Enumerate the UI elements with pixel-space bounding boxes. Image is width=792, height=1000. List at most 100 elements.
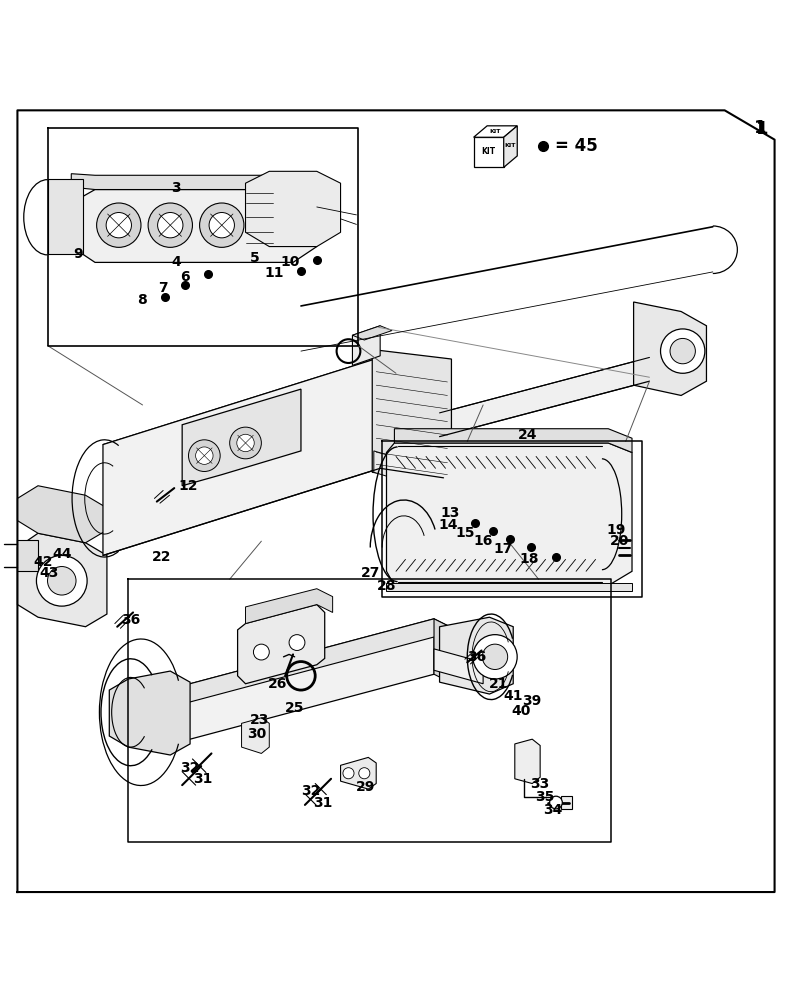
Circle shape: [196, 447, 213, 464]
Polygon shape: [372, 350, 451, 483]
Polygon shape: [474, 126, 517, 137]
Circle shape: [148, 203, 192, 247]
Circle shape: [289, 635, 305, 650]
Polygon shape: [166, 619, 434, 746]
Circle shape: [550, 796, 562, 809]
Text: 4: 4: [171, 255, 181, 269]
Text: KIT: KIT: [505, 143, 516, 148]
Text: 30: 30: [247, 727, 266, 741]
Polygon shape: [386, 583, 632, 591]
Text: 43: 43: [40, 566, 59, 580]
Text: 17: 17: [494, 542, 513, 556]
Text: 26: 26: [268, 677, 287, 691]
Polygon shape: [109, 671, 190, 755]
Polygon shape: [182, 389, 301, 486]
Circle shape: [237, 434, 254, 452]
Polygon shape: [634, 302, 706, 395]
Polygon shape: [103, 357, 380, 555]
Text: 6: 6: [181, 270, 190, 284]
Text: 11: 11: [264, 266, 284, 280]
Circle shape: [661, 329, 705, 373]
Polygon shape: [474, 137, 504, 167]
Polygon shape: [434, 619, 458, 686]
Polygon shape: [17, 533, 107, 627]
Text: 40: 40: [512, 704, 531, 718]
Text: 20: 20: [610, 534, 629, 548]
Circle shape: [253, 644, 269, 660]
Text: 9: 9: [73, 247, 82, 261]
Polygon shape: [352, 326, 380, 365]
Text: KIT: KIT: [482, 147, 496, 156]
Circle shape: [209, 213, 234, 238]
Text: 23: 23: [250, 713, 269, 727]
Polygon shape: [515, 739, 540, 784]
Polygon shape: [440, 357, 649, 437]
Circle shape: [36, 555, 87, 606]
Polygon shape: [71, 190, 317, 262]
Polygon shape: [238, 605, 325, 684]
Text: 32: 32: [181, 761, 200, 775]
Text: 31: 31: [193, 772, 212, 786]
Polygon shape: [504, 126, 517, 167]
Text: 5: 5: [250, 251, 260, 265]
Circle shape: [670, 338, 695, 364]
Text: 1: 1: [756, 120, 768, 138]
Circle shape: [343, 768, 354, 779]
Text: 12: 12: [179, 479, 198, 493]
Polygon shape: [394, 429, 632, 452]
Text: 14: 14: [438, 518, 458, 532]
Text: 15: 15: [455, 526, 475, 540]
Text: 35: 35: [535, 790, 554, 804]
Text: 33: 33: [531, 777, 550, 791]
Text: 13: 13: [440, 506, 459, 520]
Text: 36: 36: [121, 613, 140, 627]
Text: 36: 36: [467, 650, 486, 664]
Text: 18: 18: [519, 552, 539, 566]
Polygon shape: [434, 649, 483, 684]
Text: 41: 41: [504, 689, 523, 703]
Text: 7: 7: [158, 281, 168, 295]
Text: 39: 39: [523, 694, 542, 708]
Polygon shape: [380, 357, 444, 478]
Text: 10: 10: [280, 255, 299, 269]
Text: 29: 29: [356, 780, 375, 794]
Polygon shape: [48, 179, 83, 254]
Text: 21: 21: [489, 677, 508, 691]
Polygon shape: [352, 326, 392, 340]
Polygon shape: [17, 540, 38, 571]
Circle shape: [359, 768, 370, 779]
Circle shape: [188, 440, 220, 471]
Text: 24: 24: [518, 428, 537, 442]
Text: 3: 3: [171, 181, 181, 195]
Polygon shape: [166, 619, 458, 702]
Circle shape: [482, 644, 508, 669]
Polygon shape: [242, 718, 269, 753]
Text: 28: 28: [377, 579, 396, 593]
Text: 16: 16: [474, 534, 493, 548]
Text: = 45: = 45: [555, 137, 598, 155]
Circle shape: [158, 213, 183, 238]
Polygon shape: [246, 589, 333, 624]
Text: KIT: KIT: [489, 129, 501, 134]
Text: 44: 44: [52, 547, 71, 561]
Polygon shape: [71, 174, 317, 203]
Circle shape: [200, 203, 244, 247]
Text: 27: 27: [361, 566, 380, 580]
Text: 32: 32: [301, 784, 320, 798]
Text: 8: 8: [138, 293, 147, 307]
Text: 22: 22: [152, 550, 171, 564]
Text: 25: 25: [285, 701, 304, 715]
Text: 34: 34: [543, 803, 562, 817]
Polygon shape: [246, 171, 341, 247]
Polygon shape: [17, 486, 107, 543]
Polygon shape: [341, 757, 376, 789]
Text: 1: 1: [754, 119, 767, 137]
Circle shape: [48, 567, 76, 595]
Polygon shape: [386, 443, 632, 586]
Polygon shape: [561, 796, 572, 809]
Text: 19: 19: [607, 523, 626, 537]
Circle shape: [473, 635, 517, 679]
Text: 31: 31: [314, 796, 333, 810]
Circle shape: [230, 427, 261, 459]
Circle shape: [106, 213, 131, 238]
